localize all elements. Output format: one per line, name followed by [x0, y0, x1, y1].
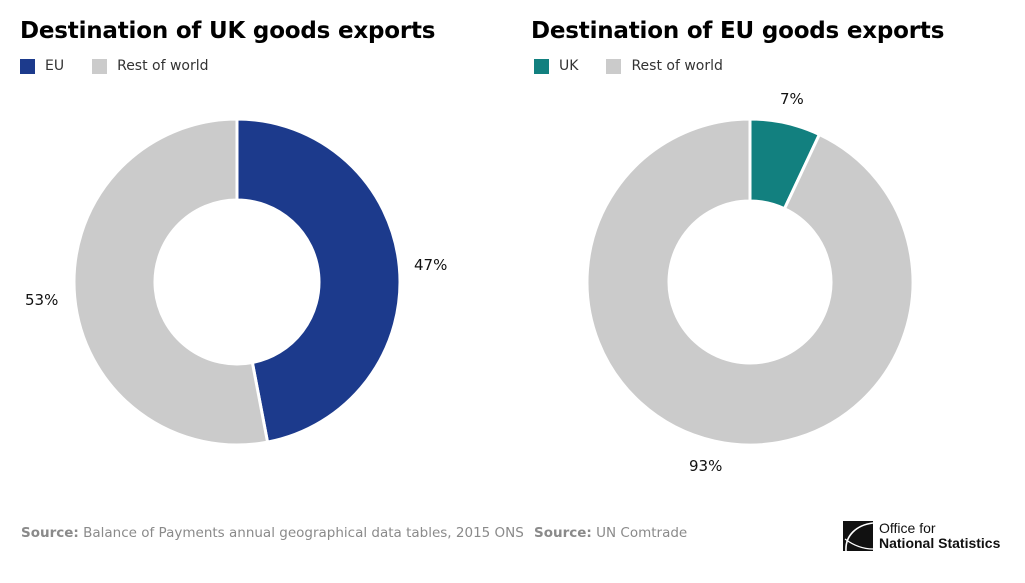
chart-title: Destination of UK goods exports: [20, 18, 436, 44]
legend-item-uk: UK: [534, 58, 578, 74]
logo-line-2: National Statistics: [879, 535, 1001, 551]
slice-label-uk: 7%: [780, 90, 804, 108]
chart-title: Destination of EU goods exports: [531, 18, 945, 44]
source-label: Source:: [534, 525, 592, 541]
slice-label-eu: 47%: [414, 256, 448, 274]
slice-label-rest-of-world: 93%: [689, 457, 723, 475]
logo-line-1: Office for: [879, 520, 936, 536]
source-note: Source: UN Comtrade: [534, 525, 687, 541]
legend-swatch-rest-of-world: [92, 58, 108, 74]
donut-slice-rest-of-world: [72, 117, 270, 447]
uk-exports-chart-panel: Destination of UK goods exports EU Rest …: [0, 0, 524, 583]
legend-label: Rest of world: [117, 58, 209, 74]
legend-swatch-uk: [534, 58, 549, 74]
legend-label: Rest of world: [631, 58, 723, 74]
source-text: Balance of Payments annual geographical …: [83, 525, 524, 541]
source-label: Source:: [21, 525, 79, 541]
eu-exports-chart-panel: Destination of EU goods exports UK Rest …: [512, 0, 1024, 583]
legend-label: EU: [45, 58, 65, 74]
donut-slice-rest-of-world: [585, 117, 915, 447]
legend-item-eu: EU: [20, 58, 64, 74]
ons-logo-icon: [843, 521, 873, 551]
chart-legend: EU Rest of world: [20, 58, 237, 74]
donut-slice-eu: [235, 117, 402, 444]
ons-logo: Office for National Statistics: [843, 521, 1000, 551]
ons-logo-text: Office for National Statistics: [879, 521, 1000, 551]
legend-label: UK: [559, 58, 579, 74]
donut-slices: [585, 117, 915, 447]
legend-swatch-rest-of-world: [606, 58, 622, 74]
source-note: Source: Balance of Payments annual geogr…: [21, 525, 524, 541]
donut-slices: [72, 117, 402, 447]
slice-label-rest-of-world: 53%: [25, 291, 59, 309]
legend-item-rest-of-world: Rest of world: [606, 58, 723, 74]
donut-chart: [585, 117, 915, 447]
legend-item-rest-of-world: Rest of world: [92, 58, 209, 74]
chart-legend: UK Rest of world: [534, 58, 751, 74]
donut-chart: [72, 117, 402, 447]
legend-swatch-eu: [20, 58, 35, 74]
source-text: UN Comtrade: [596, 525, 688, 541]
